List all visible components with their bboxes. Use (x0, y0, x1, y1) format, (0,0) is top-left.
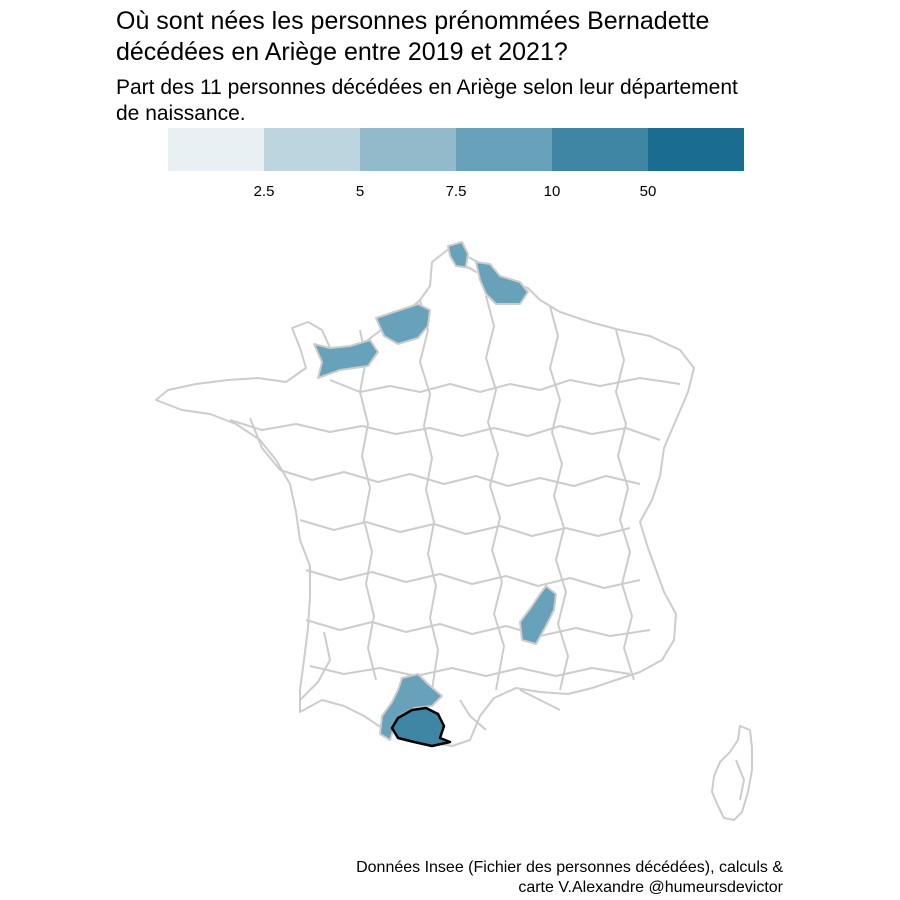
department-border-line (279, 469, 641, 487)
legend-swatch (168, 128, 264, 171)
legend-swatch (552, 128, 648, 171)
department-border-line (459, 699, 487, 731)
department-border-line (485, 295, 505, 691)
title-line-1: Où sont nées les personnes prénommées Be… (116, 7, 710, 35)
legend-swatch (264, 128, 360, 171)
map-title: Où sont nées les personnes prénommées Be… (116, 6, 876, 68)
department-border-line (309, 665, 631, 677)
dept-ardeche (519, 585, 557, 645)
corsica (711, 725, 753, 821)
department-border-line (519, 689, 561, 711)
map-base (155, 247, 753, 821)
department-border-line (305, 619, 651, 637)
dept-calvados (313, 339, 379, 379)
legend-tick-label: 50 (639, 183, 657, 200)
subtitle-line-2: de naissance. (116, 102, 246, 125)
department-border-line (299, 631, 331, 701)
dept-seine-maritime (375, 303, 431, 345)
department-border-line (615, 329, 635, 681)
map-subtitle: Part des 11 personnes décédées en Ariège… (116, 75, 876, 127)
legend-swatch (648, 128, 744, 171)
legend-color-bar (168, 128, 744, 171)
color-legend: 2.5 5 7.5 10 50 (168, 128, 744, 218)
legend-swatch (360, 128, 456, 171)
dept-ariege (390, 706, 452, 748)
legend-tick-label: 10 (543, 183, 561, 200)
source-caption: Données Insee (Fichier des personnes déc… (183, 858, 783, 898)
department-border-line (359, 329, 377, 681)
department-border-line (549, 305, 569, 691)
legend-swatch (456, 128, 552, 171)
legend-tick-label: 7.5 (445, 183, 467, 200)
caption-line-1: Données Insee (Fichier des personnes déc… (356, 859, 783, 876)
department-border-line (299, 519, 631, 537)
legend-tick-label: 5 (355, 183, 365, 200)
title-line-2: décédées en Ariège entre 2019 et 2021? (116, 38, 568, 66)
filled-departments (313, 241, 557, 748)
department-border-line (735, 759, 745, 801)
caption-line-2: carte V.Alexandre @humeursdevictor (518, 879, 783, 896)
dept-somme (475, 261, 529, 305)
dept-pas-de-calais-coast (447, 241, 477, 273)
department-border-line (305, 569, 641, 589)
department-border-line (419, 299, 439, 691)
department-border-line (249, 417, 281, 471)
department-border-line (229, 419, 661, 441)
subtitle-line-1: Part des 11 personnes décédées en Ariège… (116, 76, 738, 99)
department-borders (229, 295, 745, 801)
legend-tick-label: 2.5 (253, 183, 275, 200)
